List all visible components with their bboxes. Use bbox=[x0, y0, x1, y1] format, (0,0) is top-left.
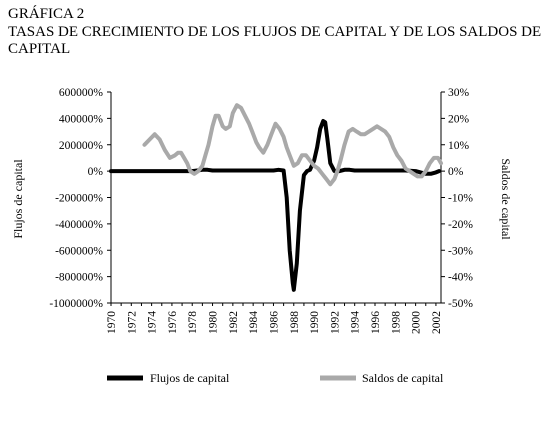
x-tick-label: 1992 bbox=[329, 311, 341, 334]
y-right-tick-label: -10% bbox=[448, 193, 473, 205]
legend: Flujos de capital Saldos de capital bbox=[107, 371, 444, 385]
y-left-tick-label: 400000% bbox=[59, 113, 104, 125]
y-left-tick-label: 200000% bbox=[59, 140, 104, 152]
x-tick-label: 1976 bbox=[167, 311, 179, 334]
y-right-tick-label: 0% bbox=[448, 166, 464, 178]
y-left-tick-label: -400000% bbox=[55, 219, 103, 231]
figure-subtitle: TASAS DE CRECIMIENTO DE LOS FLUJOS DE CA… bbox=[8, 24, 542, 57]
x-tick-label: 2002 bbox=[431, 311, 443, 334]
x-tick-label: 1980 bbox=[208, 311, 220, 334]
x-tick-label: 1998 bbox=[390, 311, 402, 334]
y-axis-right-label: Saldos de capital bbox=[499, 158, 513, 240]
axes: 600000% 400000% 200000% 0% -200000% -400000% -… bbox=[49, 87, 473, 334]
x-tick-label: 1988 bbox=[289, 311, 301, 334]
x-tick-label: 1984 bbox=[248, 311, 260, 334]
y-left-tick-label: -200000% bbox=[55, 193, 103, 205]
y-right-tick-label: -30% bbox=[448, 245, 473, 257]
y-left-tick-label: -1000000% bbox=[49, 298, 103, 310]
y-right-tick-label: -40% bbox=[448, 272, 473, 284]
series-layer bbox=[109, 103, 443, 292]
series-line-saldos-de-capital bbox=[142, 103, 443, 187]
figure-title: GRÁFICA 2 bbox=[8, 6, 85, 22]
x-tick-label: 1982 bbox=[228, 311, 240, 334]
x-tick-label: 1994 bbox=[350, 311, 362, 334]
x-tick-label: 2000 bbox=[411, 311, 423, 334]
y-right-tick-label: -20% bbox=[448, 219, 473, 231]
series-line-flujos-de-capital bbox=[109, 119, 441, 292]
x-tick-label: 1972 bbox=[126, 311, 138, 334]
legend-label-flujos-de-capital: Flujos de capital bbox=[150, 371, 230, 385]
x-tick-label: 1974 bbox=[147, 311, 159, 334]
y-left-tick-label: -800000% bbox=[55, 272, 103, 284]
y-left-tick-label: 0% bbox=[88, 166, 104, 178]
y-right-tick-label: -50% bbox=[448, 298, 473, 310]
y-right-tick-label: 20% bbox=[448, 113, 470, 125]
x-tick-label: 1970 bbox=[106, 311, 118, 334]
y-left-tick-label: -600000% bbox=[55, 245, 103, 257]
y-right-tick-label: 30% bbox=[448, 87, 470, 99]
x-tick-label: 1990 bbox=[309, 311, 321, 334]
y-right-tick-label: 10% bbox=[448, 140, 470, 152]
x-tick-label: 1996 bbox=[370, 311, 382, 334]
y-axis-left-label: Flujos de capital bbox=[11, 159, 25, 239]
y-left-tick-label: 600000% bbox=[59, 87, 104, 99]
legend-label-saldos-de-capital: Saldos de capital bbox=[362, 371, 444, 385]
x-tick-label: 1986 bbox=[268, 311, 280, 334]
x-tick-label: 1978 bbox=[187, 311, 199, 334]
